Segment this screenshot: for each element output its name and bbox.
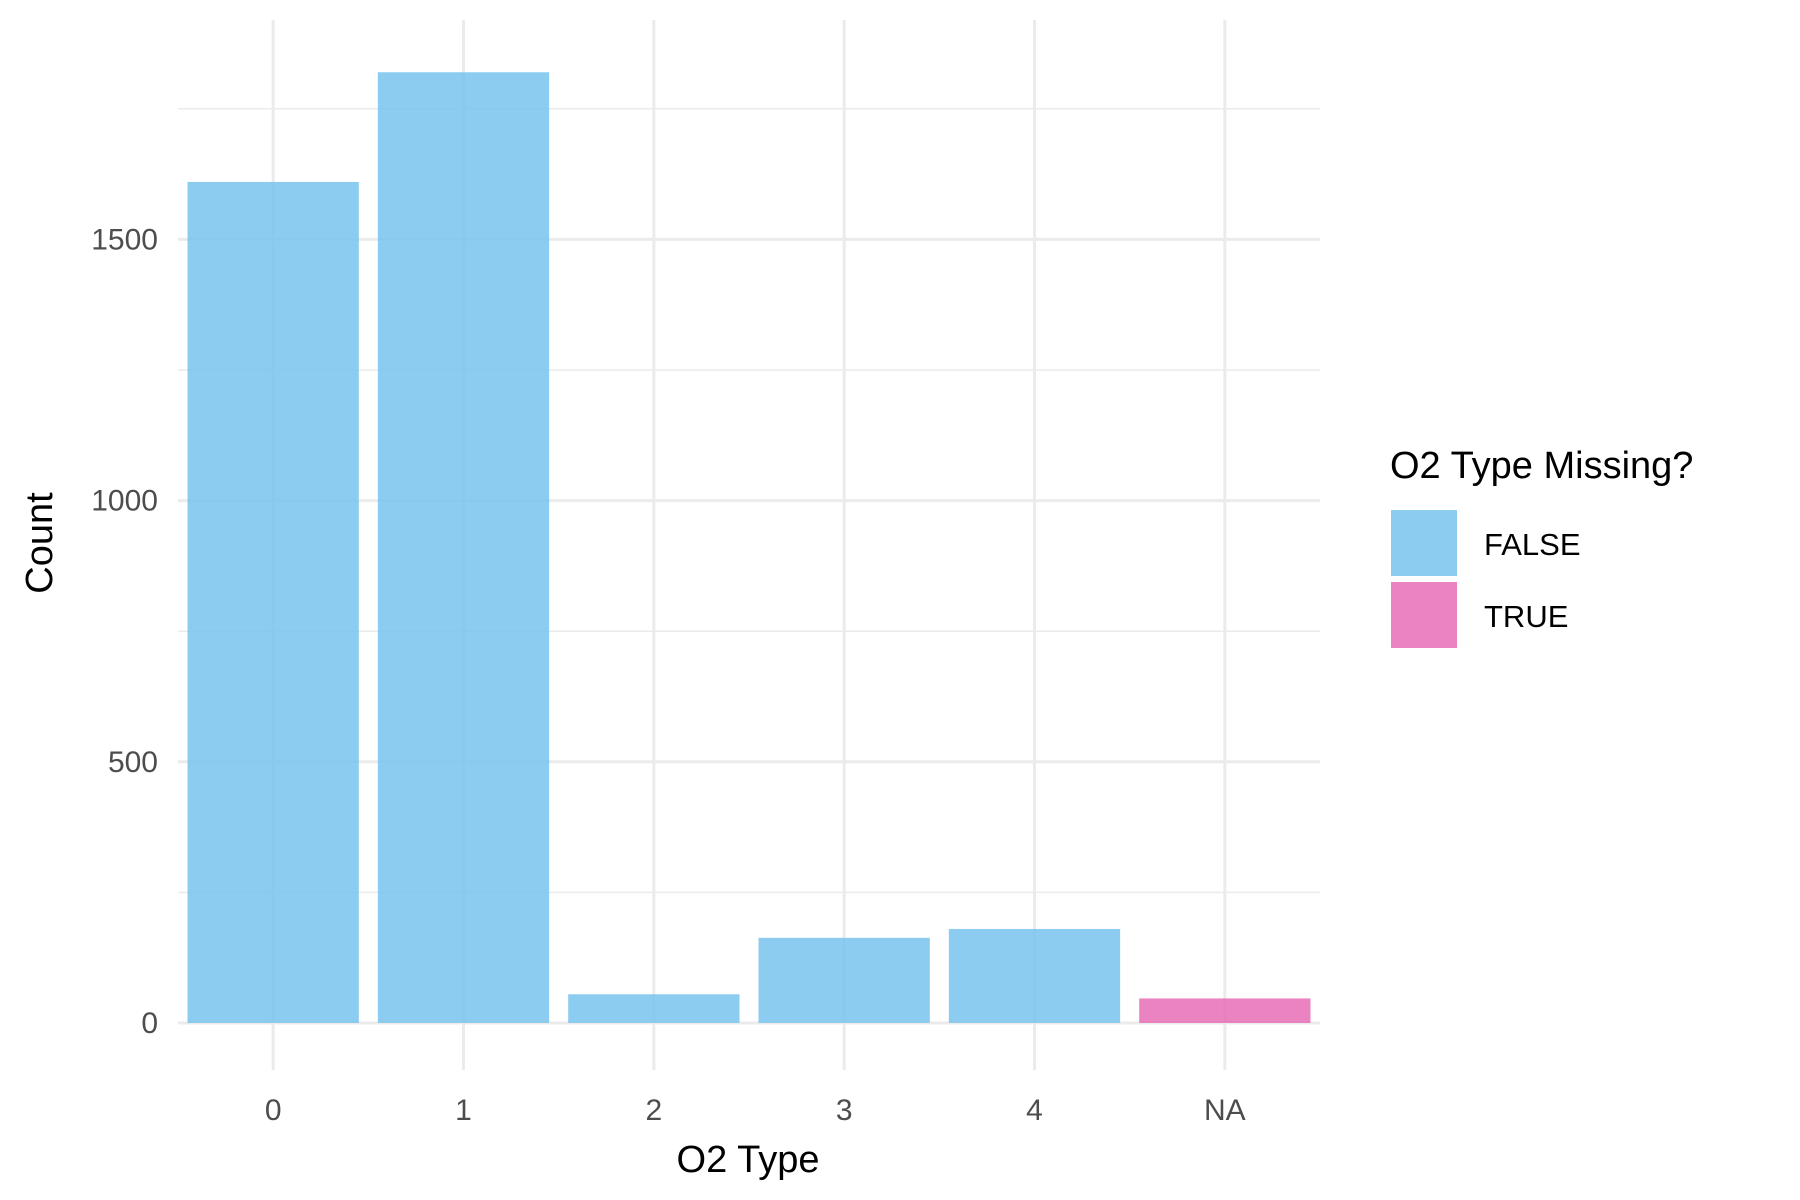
- legend-label-true: TRUE: [1484, 599, 1568, 634]
- x-tick-label: 1: [455, 1094, 472, 1127]
- bar-1: [377, 72, 550, 1023]
- bar-0: [187, 181, 359, 1023]
- bar-4: [948, 928, 1121, 1023]
- x-axis-title: O2 Type: [677, 1139, 820, 1181]
- legend: O2 Type Missing? FALSE TRUE: [1390, 445, 1693, 648]
- y-tick-label: 1500: [91, 223, 158, 256]
- grid-lines: [178, 20, 1320, 1070]
- y-tick-label: 500: [108, 746, 158, 779]
- x-tick-label: 3: [836, 1094, 853, 1127]
- x-tick-label: 0: [265, 1094, 282, 1127]
- bars: [187, 72, 1311, 1023]
- bar-2: [568, 994, 740, 1023]
- bar-3: [758, 937, 930, 1023]
- legend-label-false: FALSE: [1484, 527, 1581, 562]
- y-tick-label: 0: [141, 1007, 158, 1040]
- y-axis-ticks: 0 500 1000 1500: [91, 223, 158, 1040]
- y-tick-label: 1000: [91, 485, 158, 518]
- x-tick-label: 2: [645, 1094, 662, 1127]
- bar-na: [1139, 998, 1311, 1023]
- x-tick-label: NA: [1204, 1094, 1246, 1127]
- y-axis-title: Count: [19, 492, 61, 594]
- x-axis-ticks: 0 1 2 3 4 NA: [265, 1094, 1246, 1127]
- legend-title: O2 Type Missing?: [1390, 445, 1693, 487]
- x-tick-label: 4: [1026, 1094, 1043, 1127]
- legend-swatch-true: [1391, 582, 1457, 648]
- legend-swatch-false: [1391, 510, 1457, 576]
